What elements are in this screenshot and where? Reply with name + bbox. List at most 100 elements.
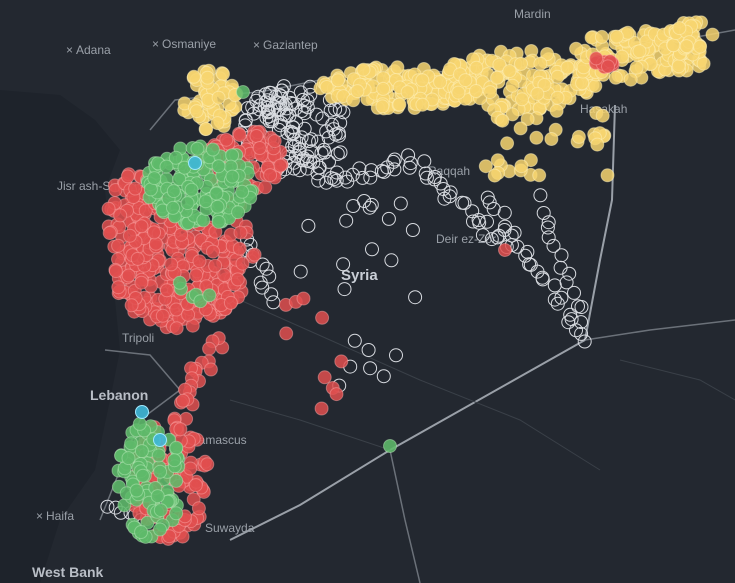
event-dot bbox=[295, 92, 310, 107]
event-dot bbox=[390, 60, 405, 75]
event-dot bbox=[253, 275, 268, 290]
event-dot bbox=[153, 503, 168, 518]
event-dot bbox=[175, 393, 190, 408]
event-dot bbox=[153, 522, 167, 537]
roads bbox=[229, 299, 735, 471]
event-dot bbox=[546, 238, 561, 253]
event-dot bbox=[540, 47, 555, 61]
event-dot bbox=[230, 272, 245, 287]
event-dot bbox=[303, 87, 318, 102]
event-dot bbox=[153, 464, 168, 479]
event-dot bbox=[205, 142, 220, 157]
event-dot bbox=[364, 197, 379, 212]
event-dot bbox=[569, 323, 583, 338]
event-dot bbox=[376, 369, 391, 384]
event-dot bbox=[340, 174, 355, 189]
event-dot bbox=[231, 205, 246, 220]
event-dot bbox=[375, 99, 390, 114]
event-dot bbox=[132, 416, 147, 431]
event-dot bbox=[679, 39, 694, 54]
event-dot bbox=[595, 108, 610, 123]
event-dot bbox=[309, 107, 324, 122]
event-dot bbox=[134, 444, 149, 459]
event-dot bbox=[541, 215, 556, 230]
city-label: Osmaniye bbox=[162, 37, 216, 51]
event-dot bbox=[283, 124, 298, 139]
event-dot bbox=[135, 468, 150, 483]
event-dot bbox=[108, 264, 123, 279]
event-dot bbox=[164, 257, 179, 272]
event-dot bbox=[487, 168, 502, 183]
event-dot bbox=[202, 341, 217, 356]
event-dot bbox=[386, 154, 401, 169]
event-dot bbox=[550, 90, 565, 105]
event-dot bbox=[671, 59, 686, 74]
event-dot bbox=[571, 129, 586, 144]
city-label: Adana bbox=[76, 43, 111, 57]
event-dot bbox=[567, 285, 581, 300]
event-dot bbox=[235, 256, 250, 271]
city-label: × bbox=[36, 509, 43, 523]
event-dot bbox=[138, 203, 153, 218]
event-dot bbox=[191, 501, 206, 516]
event-dot bbox=[264, 287, 279, 302]
event-dot bbox=[384, 253, 399, 268]
event-dot bbox=[533, 188, 548, 203]
event-dot bbox=[279, 326, 294, 341]
event-dot bbox=[190, 141, 205, 156]
event-dot bbox=[333, 145, 348, 160]
event-dot bbox=[482, 195, 497, 210]
event-dot bbox=[169, 440, 184, 455]
event-dot bbox=[615, 49, 629, 64]
event-dot bbox=[363, 361, 378, 376]
event-dot bbox=[211, 90, 226, 105]
event-dot bbox=[337, 282, 352, 297]
event-dot bbox=[483, 85, 498, 100]
event-dot bbox=[419, 170, 434, 185]
event-dot bbox=[672, 21, 687, 36]
event-dot bbox=[442, 189, 457, 204]
event-dot bbox=[235, 184, 250, 199]
event-dot bbox=[532, 168, 547, 183]
event-dot bbox=[541, 230, 556, 245]
event-dot bbox=[336, 257, 351, 272]
event-dot bbox=[153, 433, 167, 447]
event-dot bbox=[124, 436, 139, 451]
road bbox=[229, 399, 391, 451]
event-dot bbox=[267, 134, 282, 149]
event-dot bbox=[497, 205, 512, 220]
city-label: Gaziantep bbox=[263, 38, 318, 52]
event-dot bbox=[502, 64, 517, 79]
event-dot bbox=[167, 453, 182, 468]
event-dot bbox=[632, 44, 647, 59]
event-dot bbox=[549, 103, 564, 118]
event-dot bbox=[311, 173, 326, 188]
event-dot bbox=[210, 199, 225, 214]
event-dot bbox=[515, 92, 529, 107]
event-dot bbox=[520, 112, 535, 127]
event-dot bbox=[352, 161, 367, 176]
event-dot bbox=[262, 114, 277, 129]
event-dot bbox=[200, 70, 215, 85]
event-dot bbox=[415, 73, 430, 88]
event-dot bbox=[415, 97, 430, 112]
event-dot bbox=[297, 121, 312, 136]
event-dot bbox=[198, 194, 213, 209]
event-dot bbox=[259, 110, 274, 125]
event-dot bbox=[216, 67, 230, 81]
event-dot bbox=[184, 182, 199, 197]
event-dot bbox=[400, 85, 415, 100]
event-dot bbox=[189, 268, 204, 283]
event-dot bbox=[387, 162, 402, 177]
city-label: Damascus bbox=[190, 433, 247, 447]
event-dot bbox=[100, 499, 115, 514]
event-dot bbox=[357, 194, 372, 208]
event-dot bbox=[319, 175, 334, 190]
event-dot bbox=[588, 79, 603, 93]
event-dot bbox=[162, 529, 177, 544]
event-dot bbox=[331, 73, 345, 88]
event-dot bbox=[306, 155, 321, 170]
city-label: Mardin bbox=[514, 7, 551, 21]
event-dot bbox=[471, 213, 486, 227]
